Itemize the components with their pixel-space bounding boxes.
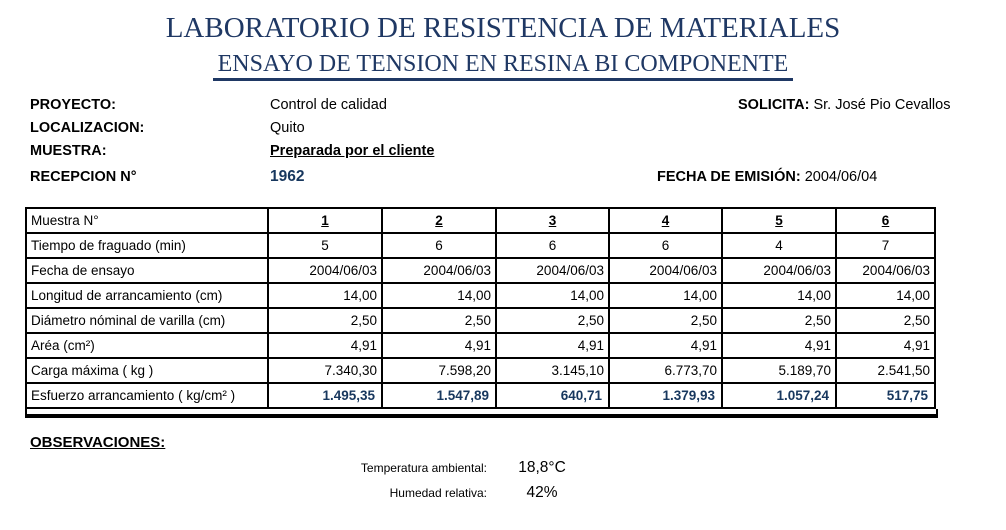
table-cell: 14,00 [721,282,837,309]
temperatura-row: Temperatura ambiental: 18,8°C [24,459,1006,477]
table-cell: 2,50 [267,307,383,334]
results-table: Muestra N° 1 2 3 4 5 6 Tiempo de fraguad… [25,207,936,409]
localizacion-label: LOCALIZACION: [30,120,145,136]
localizacion-value: Quito [270,120,305,136]
table-cell: 2,50 [608,307,723,334]
solicita-label: SOLICITA: [738,97,810,113]
table-cell: 2004/06/03 [495,257,610,284]
table-cell: 2004/06/03 [608,257,723,284]
table-cell: 4,91 [835,332,936,359]
proyecto-label: PROYECTO: [30,97,116,113]
table-cell: 3.145,10 [495,357,610,384]
table-cell: 7.340,30 [267,357,383,384]
table-cell: 14,00 [495,282,610,309]
table-cell: 6 [495,232,610,259]
table-row-area: Aréa (cm²) 4,91 4,91 4,91 4,91 4,91 4,91 [25,332,936,359]
info-row-recepcion: RECEPCION N° 1962 FECHA DE EMISIÓN: 2004… [0,167,1006,189]
table-cell: 517,75 [835,382,936,409]
report-title: LABORATORIO DE RESISTENCIA DE MATERIALES [165,12,841,44]
info-row-proyecto: PROYECTO: Control de calidad SOLICITA: S… [0,95,1006,117]
table-cell: 4,91 [267,332,383,359]
table-cell: 2004/06/03 [721,257,837,284]
table-row-fecha-ensayo: Fecha de ensayo 2004/06/03 2004/06/03 20… [25,257,936,284]
table-row-tiempo: Tiempo de fraguado (min) 5 6 6 6 4 7 [25,232,936,259]
table-bottom-strip [25,409,938,414]
info-row-muestra: MUESTRA: Preparada por el cliente [0,141,1006,163]
table-cell: 2,50 [721,307,837,334]
table-cell: 5 [721,207,837,234]
table-cell: 4 [721,232,837,259]
humedad-label: Humedad relativa: [389,486,487,500]
fecha-emision-value: 2004/06/04 [804,169,878,185]
table-row-longitud: Longitud de arrancamiento (cm) 14,00 14,… [25,282,936,309]
table-cell: 7.598,20 [381,357,497,384]
humedad-row: Humedad relativa: 42% [24,484,1006,502]
table-cell: 4 [608,207,723,234]
solicita-group: SOLICITA: Sr. José Pio Cevallos [738,95,950,115]
table-cell: 6 [835,207,936,234]
proyecto-value: Control de calidad [270,97,387,113]
table-cell: 1 [267,207,383,234]
solicita-value: Sr. José Pio Cevallos [813,97,951,113]
table-cell: 14,00 [835,282,936,309]
table-cell: 2 [381,207,497,234]
table-cell: 5 [267,232,383,259]
table-row-carga-maxima: Carga máxima ( kg ) 7.340,30 7.598,20 3.… [25,357,936,384]
table-cell: 5.189,70 [721,357,837,384]
table-row-diametro: Diámetro nóminal de varilla (cm) 2,50 2,… [25,307,936,334]
report-info-header: PROYECTO: Control de calidad SOLICITA: S… [0,93,1006,203]
row-label: Longitud de arrancamiento (cm) [25,282,269,309]
recepcion-value: 1962 [270,168,305,185]
temperatura-label: Temperatura ambiental: [360,461,487,475]
table-row-muestra: Muestra N° 1 2 3 4 5 6 [25,207,936,234]
table-cell: 2,50 [835,307,936,334]
observaciones-heading: OBSERVACIONES: [30,434,166,451]
table-cell: 4,91 [721,332,837,359]
row-label: Carga máxima ( kg ) [25,357,269,384]
row-label: Tiempo de fraguado (min) [25,232,269,259]
table-cell: 1.057,24 [721,382,837,409]
muestra-value: Preparada por el cliente [270,143,435,159]
double-rule-divider [25,414,938,418]
table-cell: 2004/06/03 [835,257,936,284]
table-cell: 2.541,50 [835,357,936,384]
table-cell: 2004/06/03 [381,257,497,284]
table-cell: 6.773,70 [608,357,723,384]
table-cell: 1.547,89 [381,382,497,409]
info-row-localizacion: LOCALIZACION: Quito [0,118,1006,140]
row-label: Esfuerzo arrancamiento ( kg/cm² ) [25,382,269,409]
humedad-value: 42% [526,484,558,501]
table-cell: 7 [835,232,936,259]
table-cell: 4,91 [495,332,610,359]
row-label: Fecha de ensayo [25,257,269,284]
table-cell: 2,50 [381,307,497,334]
row-label: Diámetro nóminal de varilla (cm) [25,307,269,334]
fecha-emision-group: FECHA DE EMISIÓN: 2004/06/04 [657,167,877,187]
table-cell: 14,00 [608,282,723,309]
table-cell: 2,50 [495,307,610,334]
muestra-label: MUESTRA: [30,143,107,159]
table-cell: 6 [381,232,497,259]
table-cell: 14,00 [381,282,497,309]
table-cell: 4,91 [381,332,497,359]
report-subtitle-wrap: ENSAYO DE TENSION EN RESINA BI COMPONENT… [0,51,1006,81]
table-cell: 2004/06/03 [267,257,383,284]
temperatura-value: 18,8°C [518,459,566,476]
table-cell: 14,00 [267,282,383,309]
row-label: Aréa (cm²) [25,332,269,359]
table-cell: 1.495,35 [267,382,383,409]
table-cell: 6 [608,232,723,259]
table-row-esfuerzo: Esfuerzo arrancamiento ( kg/cm² ) 1.495,… [25,382,936,409]
table-cell: 4,91 [608,332,723,359]
report-subtitle: ENSAYO DE TENSION EN RESINA BI COMPONENT… [212,51,794,81]
table-cell: 640,71 [495,382,610,409]
fecha-emision-label: FECHA DE EMISIÓN: [657,169,801,185]
table-cell: 1.379,93 [608,382,723,409]
row-label: Muestra N° [25,207,269,234]
table-cell: 3 [495,207,610,234]
recepcion-label: RECEPCION N° [30,169,137,185]
